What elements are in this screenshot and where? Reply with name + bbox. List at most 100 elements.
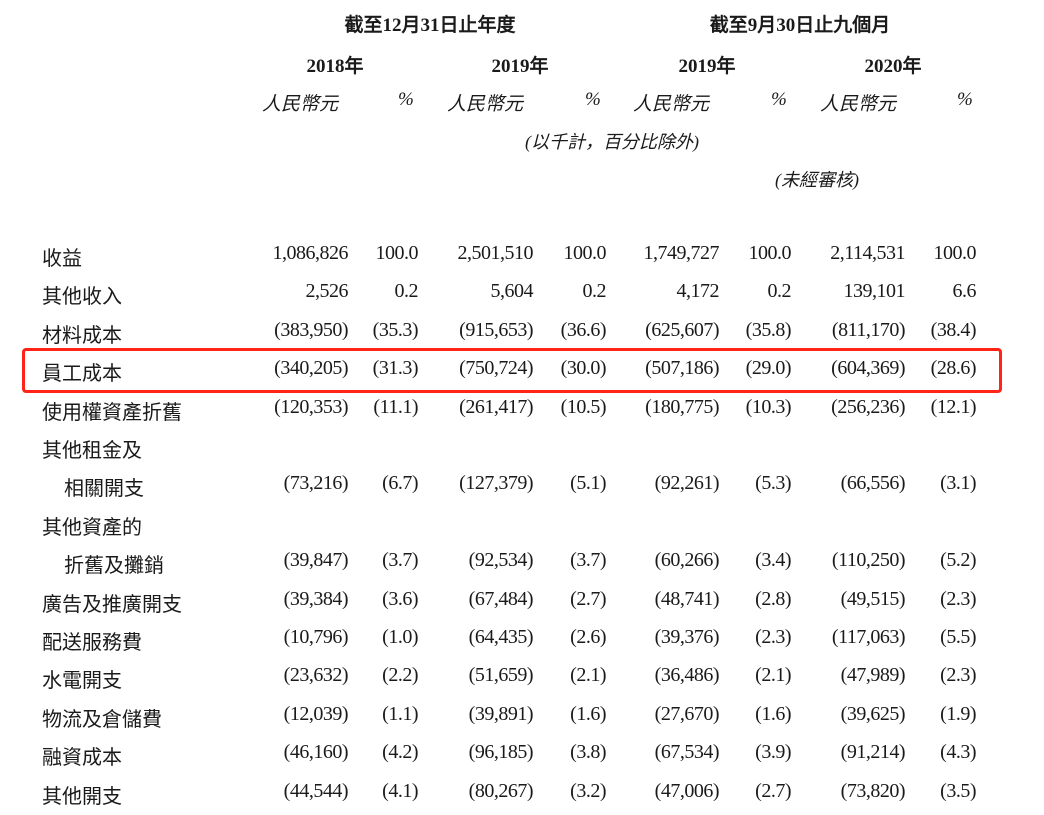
amount-cell: (811,170) xyxy=(831,318,906,341)
percent-cell: (5.1) xyxy=(570,472,606,495)
percent-cell: (2.7) xyxy=(755,779,791,802)
units-note: (以千計，百分比除外) xyxy=(525,132,699,152)
amount-cell: (625,607) xyxy=(645,318,719,341)
row-label: 材料成本 xyxy=(42,324,122,347)
row-label: 員工成本 xyxy=(42,363,122,386)
amount-cell: (92,261) xyxy=(654,472,720,495)
amount-cell: (10,796) xyxy=(283,626,349,648)
amount-cell: (117,063) xyxy=(831,626,906,648)
percent-cell: 0.2 xyxy=(582,280,607,303)
percent-cell: (3.4) xyxy=(755,549,791,572)
percent-cell: (35.3) xyxy=(372,318,419,341)
row-label: 其他開支 xyxy=(42,785,122,808)
row-label: 廣告及推廣開支 xyxy=(42,593,182,616)
amount-cell: (73,216) xyxy=(283,472,349,495)
percent-cell: (36.6) xyxy=(560,318,607,341)
percent-label: % xyxy=(398,89,414,110)
percent-cell: (31.3) xyxy=(372,357,419,380)
amount-cell: (23,632) xyxy=(283,664,349,687)
currency-label: 人民幣元 xyxy=(447,94,524,115)
year-header: 2019年 xyxy=(491,56,549,77)
percent-cell: (2.8) xyxy=(755,587,791,610)
percent-cell: (30.0) xyxy=(560,357,607,380)
amount-cell: (39,847) xyxy=(283,549,349,572)
row-label: 折舊及攤銷 xyxy=(64,555,164,578)
unaudited-note: (未經審核) xyxy=(775,170,859,190)
amount-cell: (36,486) xyxy=(654,664,720,687)
currency-label: 人民幣元 xyxy=(633,94,710,115)
percent-cell: 0.2 xyxy=(394,280,419,303)
percent-label: % xyxy=(957,89,973,110)
year-header: 2020年 xyxy=(864,56,922,77)
amount-cell: (66,556) xyxy=(840,472,906,495)
amount-cell: (120,353) xyxy=(274,395,348,418)
amount-cell: 139,101 xyxy=(843,280,906,303)
amount-cell: (39,891) xyxy=(468,702,534,725)
percent-label: % xyxy=(771,89,787,110)
amount-cell: 2,501,510 xyxy=(457,242,534,264)
percent-cell: 100.0 xyxy=(563,242,607,264)
amount-cell: 1,749,727 xyxy=(643,242,720,264)
percent-cell: (2.1) xyxy=(570,664,606,687)
amount-cell: 5,604 xyxy=(490,280,534,303)
percent-cell: (3.7) xyxy=(382,549,418,572)
amount-cell: (915,653) xyxy=(459,318,533,341)
percent-label: % xyxy=(585,89,601,110)
amount-cell: (383,950) xyxy=(274,318,348,341)
amount-cell: (12,039) xyxy=(283,702,349,725)
amount-cell: (39,625) xyxy=(840,702,906,725)
amount-cell: (51,659) xyxy=(468,664,534,687)
percent-cell: 100.0 xyxy=(748,242,792,264)
header-fiscal-year: 截至12月31日止年度 xyxy=(344,15,516,36)
amount-cell: (60,266) xyxy=(654,549,720,572)
percent-cell: (2.3) xyxy=(755,626,791,648)
row-label: 相關開支 xyxy=(64,478,144,501)
percent-cell: (3.1) xyxy=(940,472,976,495)
amount-cell: (47,006) xyxy=(654,779,720,802)
amount-cell: (44,544) xyxy=(283,779,349,802)
row-label: 其他收入 xyxy=(42,286,122,309)
amount-cell: (604,369) xyxy=(831,357,905,380)
percent-cell: (6.7) xyxy=(382,472,418,495)
currency-label: 人民幣元 xyxy=(820,94,897,115)
percent-cell: (3.5) xyxy=(940,779,976,802)
amount-cell: (127,379) xyxy=(459,472,533,495)
amount-cell: (67,484) xyxy=(468,587,534,610)
amount-cell: (64,435) xyxy=(468,626,534,648)
percent-cell: (3.6) xyxy=(382,587,418,610)
amount-cell: (48,741) xyxy=(654,587,720,610)
amount-cell: (27,670) xyxy=(654,702,720,725)
percent-cell: (2.6) xyxy=(570,626,606,648)
row-label: 物流及倉儲費 xyxy=(42,708,162,731)
amount-cell: 2,114,531 xyxy=(830,242,905,264)
percent-cell: (10.3) xyxy=(745,395,792,418)
percent-cell: 100.0 xyxy=(375,242,419,264)
percent-cell: 100.0 xyxy=(933,242,977,264)
amount-cell: (110,250) xyxy=(831,549,906,572)
percent-cell: (3.7) xyxy=(570,549,606,572)
percent-cell: (1.1) xyxy=(382,702,418,725)
highlight-box xyxy=(22,348,1002,393)
percent-cell: (10.5) xyxy=(560,395,607,418)
percent-cell: (5.3) xyxy=(755,472,791,495)
row-label: 收益 xyxy=(42,248,82,270)
percent-cell: (2.3) xyxy=(940,587,976,610)
percent-cell: (2.2) xyxy=(382,664,418,687)
percent-cell: (29.0) xyxy=(745,357,792,380)
percent-cell: (1.9) xyxy=(940,702,976,725)
row-label: 其他租金及 xyxy=(42,440,142,462)
amount-cell: (46,160) xyxy=(283,741,349,764)
percent-cell: (1.6) xyxy=(570,702,606,725)
amount-cell: (49,515) xyxy=(840,587,906,610)
amount-cell: (750,724) xyxy=(459,357,533,380)
amount-cell: (92,534) xyxy=(468,549,534,572)
amount-cell: (80,267) xyxy=(468,779,534,802)
percent-cell: (38.4) xyxy=(930,318,977,341)
amount-cell: (507,186) xyxy=(645,357,719,380)
percent-cell: (4.1) xyxy=(382,779,418,802)
percent-cell: (3.2) xyxy=(570,779,606,802)
percent-cell: (1.0) xyxy=(382,626,418,648)
row-label: 其他資產的 xyxy=(42,516,142,539)
percent-cell: (11.1) xyxy=(373,395,418,418)
row-label: 融資成本 xyxy=(42,747,122,770)
